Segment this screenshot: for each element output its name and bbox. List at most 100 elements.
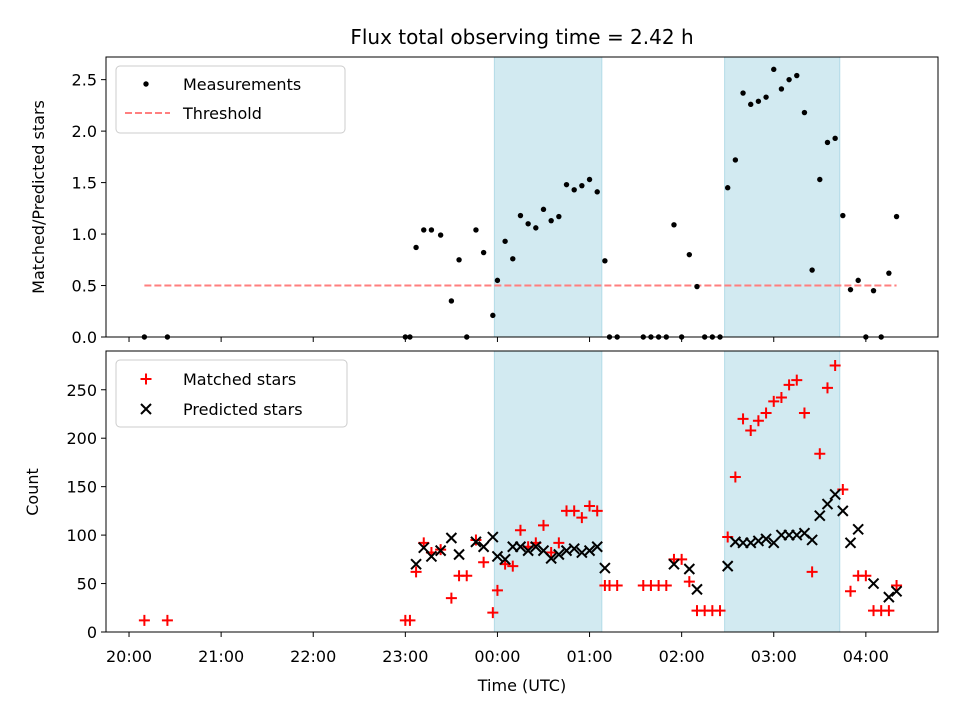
predicted-star-point <box>568 542 580 555</box>
matched-star-point <box>491 584 503 596</box>
legend-predicted-label: Predicted stars <box>183 400 303 419</box>
predicted-star-point <box>453 548 465 561</box>
predicted-star-point <box>522 544 534 557</box>
top-x-ticks <box>128 337 867 342</box>
x-tick-label: 03:00 <box>751 647 797 666</box>
predicted-star-point <box>599 562 611 574</box>
measurement-point <box>847 286 854 293</box>
bottom-y-tick-label: 0 <box>87 623 97 642</box>
measurement-point <box>563 181 570 188</box>
predicted-star-point <box>477 541 490 553</box>
matched-star-point <box>791 374 803 386</box>
bottom-plot-marks <box>138 360 903 626</box>
matched-star-point <box>461 570 473 582</box>
x-tick-label: 00:00 <box>474 647 520 666</box>
measurement-point <box>801 109 808 116</box>
matched-star-point <box>553 537 565 549</box>
matched-star-point <box>445 592 457 604</box>
matched-star-point <box>410 566 422 578</box>
matched-star-point <box>576 512 588 524</box>
measurement-point <box>817 176 823 183</box>
predicted-star-point <box>491 550 504 563</box>
predicted-star-point <box>844 537 857 549</box>
matched-star-point <box>537 519 549 531</box>
measurement-point <box>548 217 554 224</box>
measurement-point <box>840 212 846 219</box>
matched-star-point <box>138 614 150 626</box>
x-tick-label: 21:00 <box>198 647 244 666</box>
legend-threshold-label: Threshold <box>182 104 262 123</box>
top-y-axis-label: Matched/Predicted stars <box>29 100 48 294</box>
predicted-star-point <box>806 534 818 546</box>
legend-measurements-marker <box>143 81 149 87</box>
measurement-point <box>824 139 831 146</box>
matched-star-point <box>470 534 482 546</box>
matched-star-point <box>798 407 810 419</box>
measurement-point <box>456 257 462 263</box>
top-shaded-bands <box>493 56 841 338</box>
matched-star-point <box>860 570 872 582</box>
matched-star-point <box>478 556 490 568</box>
matched-star-point <box>729 471 741 483</box>
legend-matched-marker <box>140 373 152 385</box>
matched-star-point <box>829 360 841 372</box>
matched-star-point <box>487 607 499 619</box>
predicted-star-point <box>829 488 841 501</box>
top-y-tick-label: 1.5 <box>72 174 97 193</box>
bottom-legend-box <box>115 359 348 428</box>
predicted-star-point <box>514 541 527 553</box>
measurement-point <box>893 213 900 220</box>
measurement-point <box>870 287 877 294</box>
matched-star-point <box>714 605 726 617</box>
measurement-point <box>786 76 792 83</box>
measurement-point <box>421 227 427 233</box>
measurement-point <box>740 90 746 96</box>
top-y-ticks: 0.0 0.5 1.0 1.5 2.0 2.5 <box>72 71 106 347</box>
predicted-star-point <box>852 523 864 535</box>
predicted-star-point <box>410 558 422 570</box>
predicted-star-point <box>760 533 772 545</box>
predicted-star-point <box>867 577 880 590</box>
predicted-star-point <box>591 541 603 553</box>
predicted-star-point <box>445 532 458 544</box>
matched-star-point <box>591 505 603 517</box>
top-y-tick-label: 2.0 <box>72 122 97 141</box>
predicted-star-point <box>721 560 734 572</box>
bottom-y-tick-label: 100 <box>66 526 97 545</box>
measurement-point <box>437 232 444 238</box>
measurement-point <box>686 251 693 258</box>
top-legend-box <box>115 65 346 134</box>
x-axis-label: Time (UTC) <box>477 676 566 695</box>
matched-star-point <box>584 500 596 512</box>
measurement-point <box>724 185 731 191</box>
matched-star-point <box>514 524 526 536</box>
measurement-point <box>855 277 861 284</box>
bottom-y-tick-label: 150 <box>66 478 97 497</box>
matched-star-point <box>660 579 672 591</box>
matched-star-point <box>814 448 826 460</box>
measurement-point <box>540 206 547 213</box>
matched-star-point <box>161 614 173 626</box>
measurement-point <box>771 66 777 73</box>
measurement-point <box>448 298 455 304</box>
measurement-point <box>494 277 501 284</box>
measurement-point <box>502 238 508 244</box>
bottom-panel: 0 50 100 150 200 250 20:00 21:00 22:00 23:00 00:0… <box>23 350 939 695</box>
matched-star-point <box>883 605 895 617</box>
measurement-point <box>428 227 435 233</box>
bottom-y-axis-label: Count <box>23 468 42 516</box>
measurement-point <box>490 312 496 319</box>
predicted-star-point <box>890 585 903 598</box>
bottom-y-tick-label: 200 <box>66 429 97 448</box>
measurement-point <box>763 94 769 100</box>
x-tick-label: 04:00 <box>843 647 889 666</box>
matched-star-point <box>768 395 780 407</box>
chart-title: Flux total observing time = 2.42 h <box>350 25 693 49</box>
measurement-point <box>671 222 677 228</box>
top-plot-marks <box>141 66 900 340</box>
measurement-point <box>755 98 762 104</box>
measurement-point <box>525 221 531 227</box>
matched-star-point <box>752 415 764 427</box>
legend-measurements-label: Measurements <box>183 75 301 94</box>
